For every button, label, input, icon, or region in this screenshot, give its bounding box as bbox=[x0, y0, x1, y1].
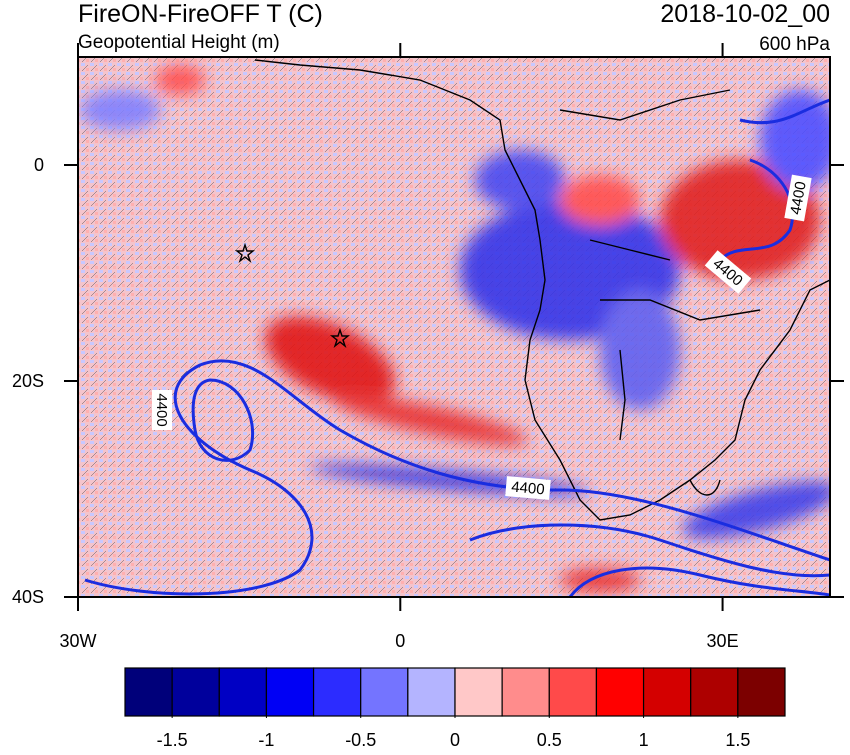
colorbar-label: 1 bbox=[639, 730, 649, 750]
colorbar-box bbox=[454, 667, 503, 717]
colorbar-box bbox=[312, 667, 362, 717]
colorbar-box bbox=[501, 667, 550, 717]
subtitle: Geopotential Height (m) bbox=[78, 32, 280, 53]
colorbar-label: 0 bbox=[450, 730, 460, 750]
y-tick-label: 0 bbox=[34, 155, 44, 175]
colorbar-box bbox=[218, 667, 268, 717]
contour-label: 4400 bbox=[511, 479, 546, 499]
colorbar-box bbox=[407, 667, 456, 717]
map-field: 4400 4400 4400 4400 bbox=[78, 57, 830, 597]
colorbar-box bbox=[548, 667, 598, 717]
colorbar-box bbox=[737, 667, 786, 717]
colorbar-label: 1.5 bbox=[725, 730, 750, 750]
level: 600 hPa bbox=[759, 34, 830, 55]
x-tick-label: 0 bbox=[395, 631, 405, 651]
title: FireON-FireOFF T (C) bbox=[78, 0, 323, 28]
contour-labels: 4400 4400 4400 4400 bbox=[152, 174, 812, 500]
colorbar-box bbox=[690, 667, 739, 717]
colorbar-box bbox=[265, 667, 315, 717]
colorbar-box bbox=[124, 667, 173, 717]
map-frame bbox=[77, 56, 831, 598]
colorbar-box bbox=[360, 667, 409, 717]
date: 2018-10-02_00 bbox=[660, 0, 830, 28]
colorbar-label: -1.5 bbox=[157, 730, 188, 750]
colorbar-box bbox=[171, 667, 220, 717]
contour-label: 4400 bbox=[787, 180, 810, 216]
colorbar-label: 0.5 bbox=[537, 730, 562, 750]
x-tick-label: 30W bbox=[59, 631, 96, 651]
x-tick-label: 30E bbox=[707, 631, 739, 651]
colorbar-box bbox=[595, 667, 645, 717]
colorbar-label: -0.5 bbox=[345, 730, 376, 750]
axes: 30W 0 30E 0 20S 40S bbox=[12, 43, 844, 651]
colorbar-label: -1 bbox=[258, 730, 274, 750]
y-tick-label: 40S bbox=[12, 587, 44, 607]
y-tick-label: 20S bbox=[12, 371, 44, 391]
colorbar-box bbox=[642, 667, 692, 717]
contour-label: 4400 bbox=[153, 393, 170, 426]
colorbar: -1.5 -1 -0.5 0 0.5 1 1.5 bbox=[124, 667, 786, 750]
